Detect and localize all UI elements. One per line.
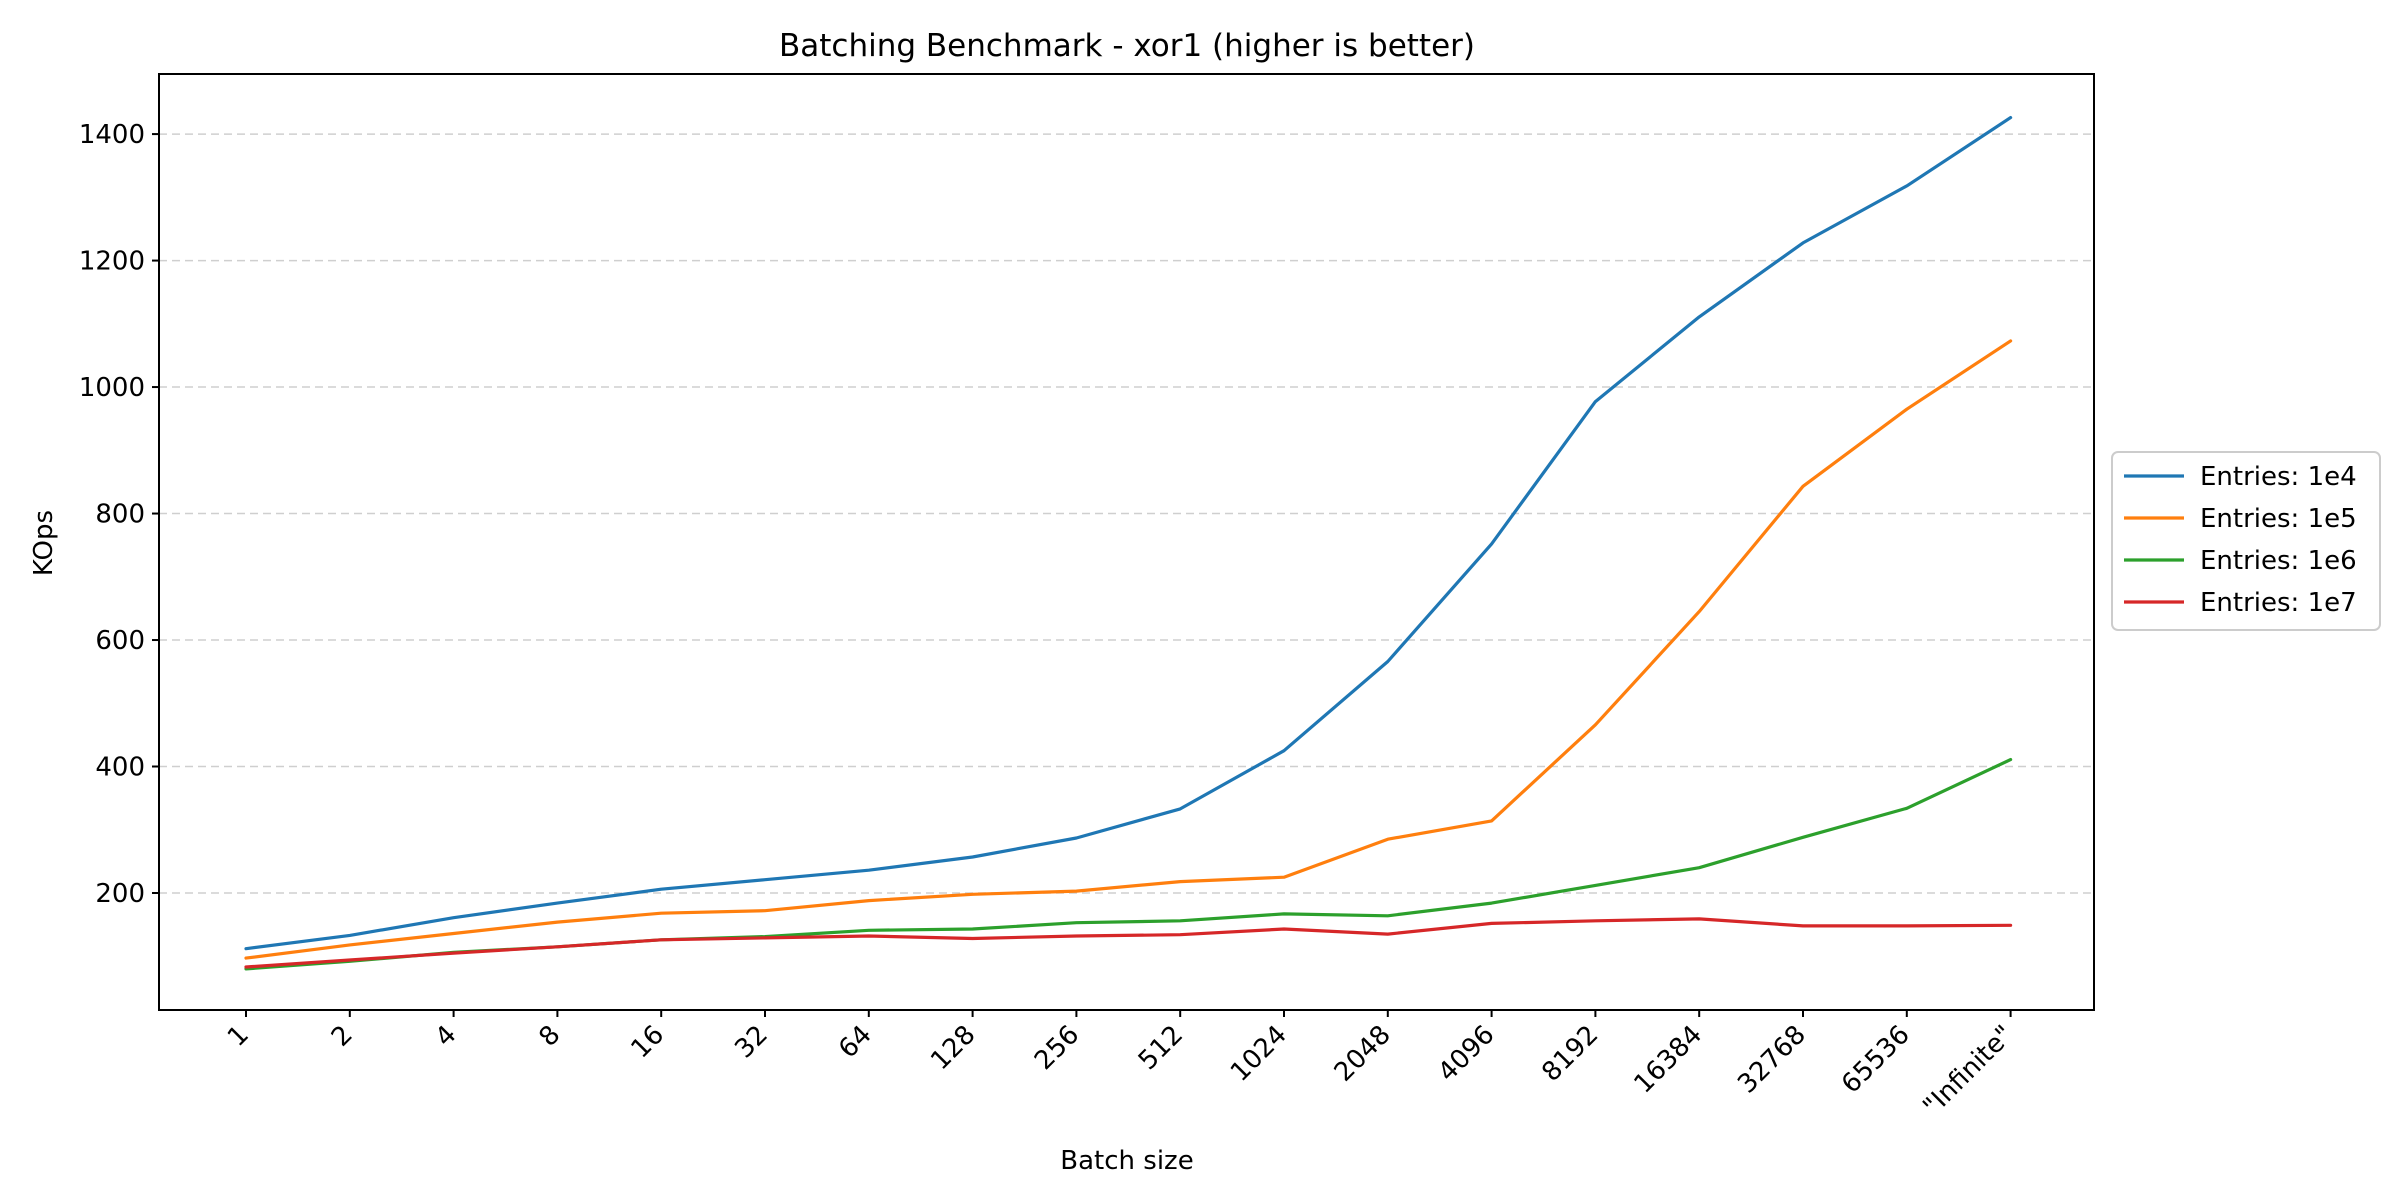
y-tick-label: 1000 — [79, 373, 145, 403]
y-axis-ticks: 200 400 600 800 1000 1200 1400 — [79, 120, 159, 909]
y-tick-label: 200 — [95, 879, 145, 909]
x-axis-ticks: 1 2 4 8 16 32 64 128 256 512 1024 2048 4096 8192 16384… — [222, 1010, 2020, 1122]
x-tick-label: 16 — [626, 1020, 671, 1065]
x-tick-label: 256 — [1029, 1020, 1085, 1076]
legend-label: Entries: 1e4 — [2200, 462, 2357, 492]
legend-label: Entries: 1e5 — [2200, 504, 2357, 534]
legend: Entries: 1e4 Entries: 1e5 Entries: 1e6 Entr… — [2111, 451, 2381, 631]
x-axis-label: Batch size — [1060, 1146, 1193, 1176]
x-tick-label: 512 — [1133, 1020, 1189, 1076]
plot-area-frame — [158, 73, 2095, 1011]
legend-label: Entries: 1e7 — [2200, 588, 2357, 618]
chart-title: Batching Benchmark - xor1 (higher is bet… — [779, 28, 1475, 64]
x-tick-label: 4 — [430, 1020, 463, 1053]
x-tick-label: 1024 — [1225, 1020, 1293, 1088]
x-tick-label: 1 — [222, 1020, 255, 1053]
series-line-entries-1e5 — [244, 339, 2013, 960]
x-tick-label: 4096 — [1433, 1020, 1501, 1088]
grid-lines — [159, 133, 2094, 894]
y-axis-label: KOps — [29, 510, 59, 576]
y-tick-label: 400 — [95, 753, 145, 783]
x-tick-label: "Infinite" — [1917, 1020, 2019, 1122]
y-tick-label: 1400 — [79, 120, 145, 150]
series-line-entries-1e6 — [244, 757, 2013, 971]
x-tick-label: 32768 — [1732, 1020, 1812, 1100]
x-tick-label: 16384 — [1628, 1020, 1708, 1100]
legend-box — [2111, 451, 2381, 631]
x-tick-label: 32 — [729, 1020, 774, 1065]
series-line-entries-1e4 — [244, 115, 2013, 951]
y-tick-label: 1200 — [79, 247, 145, 277]
x-tick-label: 8192 — [1536, 1020, 1604, 1088]
x-tick-label: 128 — [925, 1020, 981, 1076]
series-line-entries-1e7 — [244, 917, 2013, 969]
legend-label: Entries: 1e6 — [2200, 546, 2357, 576]
x-tick-label: 8 — [533, 1020, 566, 1053]
x-tick-label: 64 — [833, 1020, 878, 1065]
y-tick-label: 600 — [95, 626, 145, 656]
x-tick-label: 65536 — [1836, 1020, 1916, 1100]
y-tick-label: 800 — [95, 500, 145, 530]
x-tick-label: 2 — [326, 1020, 359, 1053]
x-tick-label: 2048 — [1329, 1020, 1397, 1088]
series-lines — [244, 115, 2013, 971]
